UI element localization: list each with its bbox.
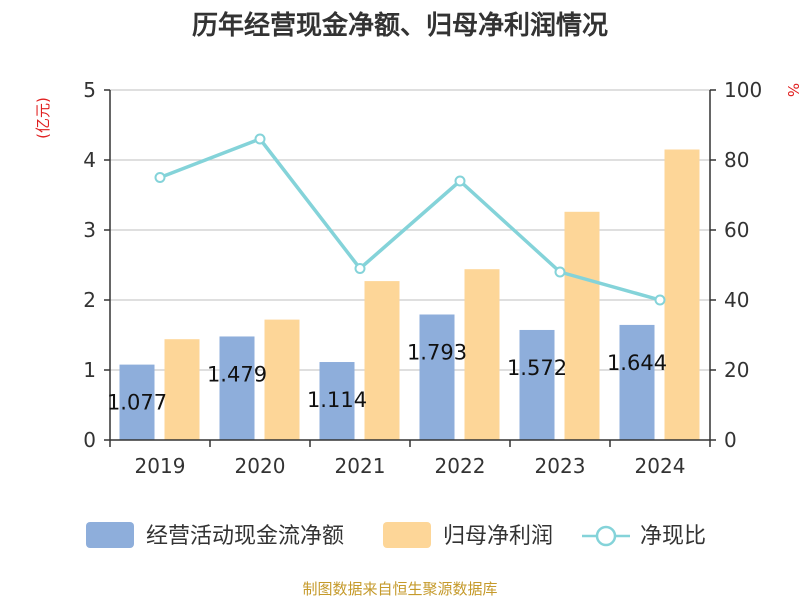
data-label-cashflow: 1.644 <box>607 351 667 375</box>
ratio-line-series <box>154 133 666 306</box>
bar-cashflow <box>519 329 555 440</box>
ratio-point <box>254 133 266 145</box>
right-axis-tick-label: 40 <box>724 288 749 312</box>
right-axis-tick-label: 80 <box>724 148 749 172</box>
data-label-cashflow: 1.479 <box>207 362 267 386</box>
chart-title: 历年经营现金净额、归母净利润情况 <box>192 10 608 41</box>
right-axis-tick-label: 0 <box>724 428 737 452</box>
legend: 经营活动现金流净额 归母净利润 净现比 <box>86 522 706 549</box>
bar-net-profit <box>264 319 300 440</box>
bar-net-profit <box>364 281 400 440</box>
right-axis-unit: % <box>784 83 800 97</box>
legend-label-net-profit: 归母净利润 <box>443 524 553 549</box>
x-axis-tick-label: 2024 <box>635 454 686 478</box>
left-axis-tick-label: 2 <box>83 288 96 312</box>
bar-cashflow <box>319 362 355 440</box>
legend-label-ratio: 净现比 <box>640 524 706 549</box>
left-axis-tick-label: 0 <box>83 428 96 452</box>
x-axis-tick-label: 2019 <box>135 454 186 478</box>
bar-cashflow <box>119 364 155 440</box>
bar-net-profit <box>164 339 200 440</box>
x-axis-tick-label: 2022 <box>435 454 486 478</box>
right-axis-tick-label: 20 <box>724 358 749 382</box>
ratio-point <box>154 172 166 183</box>
x-axis-tick-label: 2021 <box>335 454 386 478</box>
legend-swatch-net-profit <box>383 522 431 548</box>
right-axis-tick-label: 60 <box>724 218 749 242</box>
bar-net-profit <box>464 269 500 440</box>
left-axis-tick-label: 4 <box>83 148 96 172</box>
left-axis-tick-label: 3 <box>83 218 96 242</box>
left-axis-unit: (亿元) <box>34 97 52 139</box>
bar-net-profit <box>564 211 600 440</box>
bars <box>119 149 700 440</box>
left-axis-tick-label: 1 <box>83 358 96 382</box>
ratio-point <box>354 263 366 274</box>
data-label-cashflow: 1.572 <box>507 356 567 380</box>
right-axis-tick-label: 100 <box>724 78 762 102</box>
legend-label-cashflow: 经营活动现金流净额 <box>146 524 344 549</box>
source-note: 制图数据来自恒生聚源数据库 <box>302 580 497 598</box>
legend-swatch-cashflow <box>86 522 134 548</box>
axes: 0 1 2 3 4 5 0 20 40 60 80 100 2019 2020 2021 2022 2023 20… <box>83 78 762 478</box>
ratio-point <box>454 175 466 187</box>
x-axis-tick-label: 2023 <box>535 454 586 478</box>
ratio-point <box>554 266 566 278</box>
data-labels: 1.077 1.479 1.114 1.793 1.572 1.644 <box>107 340 667 414</box>
ratio-point <box>654 294 666 306</box>
bar-cashflow <box>219 336 255 440</box>
bar-net-profit <box>664 149 700 440</box>
bar-cashflow <box>419 314 455 440</box>
bar-cashflow <box>619 324 655 440</box>
data-label-cashflow: 1.793 <box>407 340 467 364</box>
ratio-line <box>159 137 661 302</box>
data-label-cashflow: 1.114 <box>307 388 367 412</box>
x-axis-tick-label: 2020 <box>235 454 286 478</box>
legend-marker-ratio <box>595 525 617 547</box>
data-label-cashflow: 1.077 <box>107 391 167 415</box>
left-axis-tick-label: 5 <box>83 78 96 102</box>
